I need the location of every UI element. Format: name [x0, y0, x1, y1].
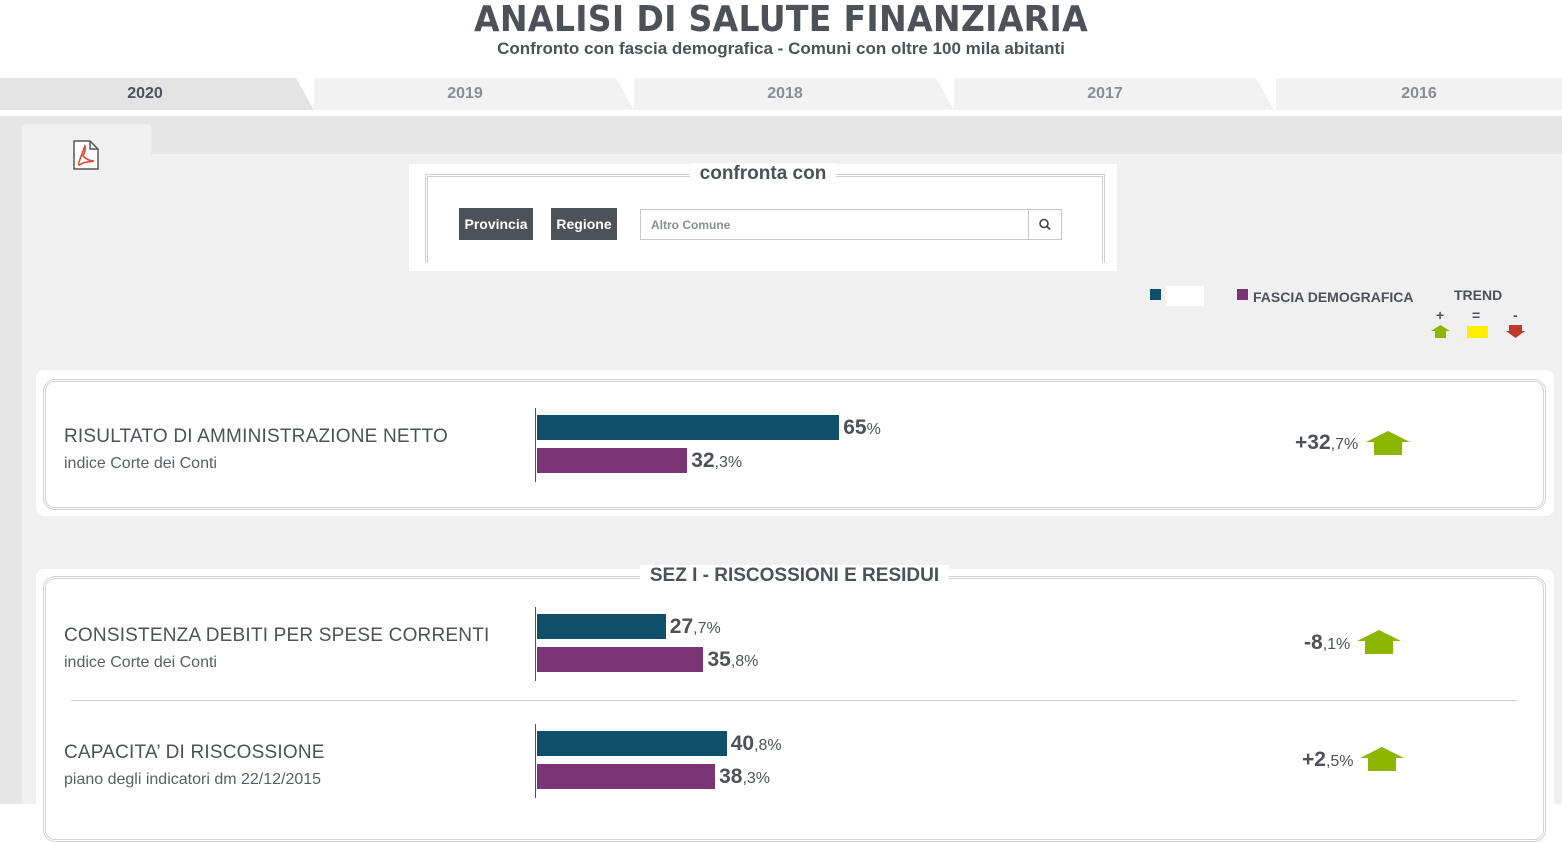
bar-fascia — [537, 764, 716, 789]
legend-swatch-b — [1237, 289, 1248, 300]
indicator-subtitle: piano degli indicatori dm 22/12/2015 — [64, 771, 322, 788]
legend-swatch-a — [1150, 289, 1161, 300]
trend-up-icon — [1360, 747, 1404, 771]
indicator-subtitle: indice Corte dei Conti — [64, 455, 217, 472]
value-fascia: 32,3% — [691, 449, 743, 472]
chart-axis — [535, 724, 536, 798]
trend-minus-label: - — [1513, 307, 1518, 323]
indicator-title: CAPACITA’ DI RISCOSSIONE — [64, 742, 325, 763]
page-title: ANALISI DI SALUTE FINANZIARIA — [474, 0, 1088, 40]
section-title: SEZ I - RISCOSSIONI E RESIDUI — [36, 565, 1553, 587]
trend-up-icon — [1431, 325, 1450, 338]
trend-up-icon — [1366, 431, 1410, 455]
bar-comune — [537, 731, 727, 756]
value-fascia: 38,3% — [719, 765, 771, 788]
tab-label: 2018 — [767, 85, 803, 102]
tab-2019[interactable]: 2019 — [314, 78, 634, 110]
indicator-title: RISULTATO DI AMMINISTRAZIONE NETTO — [64, 426, 449, 447]
altro-comune-input[interactable] — [641, 210, 1019, 239]
pdf-icon[interactable] — [70, 140, 102, 170]
trend-value: -8,1% — [1304, 631, 1351, 654]
bar-fascia — [537, 647, 704, 672]
indicator-card — [36, 370, 1554, 516]
page-subtitle: Confronto con fascia demografica - Comun… — [497, 39, 1065, 58]
legend-label-a — [1166, 286, 1204, 306]
indicator-subtitle: indice Corte dei Conti — [64, 654, 217, 671]
trend-down-icon — [1506, 325, 1525, 338]
tab-label: 2020 — [127, 85, 163, 102]
trend-legend-title: TREND — [1454, 287, 1503, 303]
tab-2020[interactable]: 2020 — [0, 78, 314, 110]
trend-value: +32,7% — [1295, 431, 1359, 454]
value-comune: 27,7% — [669, 615, 721, 638]
tab-label: 2016 — [1401, 85, 1437, 102]
provincia-button[interactable]: Provincia — [459, 208, 533, 240]
search-icon — [1039, 218, 1051, 231]
trend-up-icon — [1357, 630, 1401, 654]
search-button[interactable] — [1028, 210, 1061, 239]
search-box — [640, 209, 1062, 240]
bar-comune — [537, 614, 666, 639]
section-frame — [43, 576, 1546, 842]
trend-equal-label: = — [1472, 307, 1481, 323]
value-comune: 40,8% — [730, 732, 782, 755]
row-divider — [71, 700, 1517, 701]
trend-equal-icon — [1467, 326, 1488, 338]
legend-label-b: FASCIA DEMOGRAFICA — [1253, 289, 1414, 305]
compare-title: confronta con — [409, 163, 1117, 185]
chart-axis — [535, 607, 536, 681]
tab-label: 2019 — [447, 85, 483, 102]
tab-2018[interactable]: 2018 — [634, 78, 954, 110]
value-comune: 65% — [843, 416, 881, 439]
year-tabs: 2020 2019 2018 2017 2016 — [0, 78, 1562, 110]
trend-value: +2,5% — [1302, 748, 1354, 771]
section-card — [36, 569, 1554, 809]
card-frame — [43, 379, 1546, 510]
compare-box: confronta con Provincia Regione — [409, 163, 1117, 271]
value-fascia: 35,8% — [707, 648, 759, 671]
tab-2017[interactable]: 2017 — [954, 78, 1274, 110]
regione-button[interactable]: Regione — [551, 208, 617, 240]
tab-label: 2017 — [1087, 85, 1123, 102]
bar-comune — [537, 415, 840, 440]
trend-plus-label: + — [1436, 307, 1445, 323]
tab-2016[interactable]: 2016 — [1276, 78, 1562, 110]
chart-axis — [535, 408, 536, 482]
indicator-title: CONSISTENZA DEBITI PER SPESE CORRENTI — [64, 625, 490, 646]
bar-fascia — [537, 448, 688, 473]
